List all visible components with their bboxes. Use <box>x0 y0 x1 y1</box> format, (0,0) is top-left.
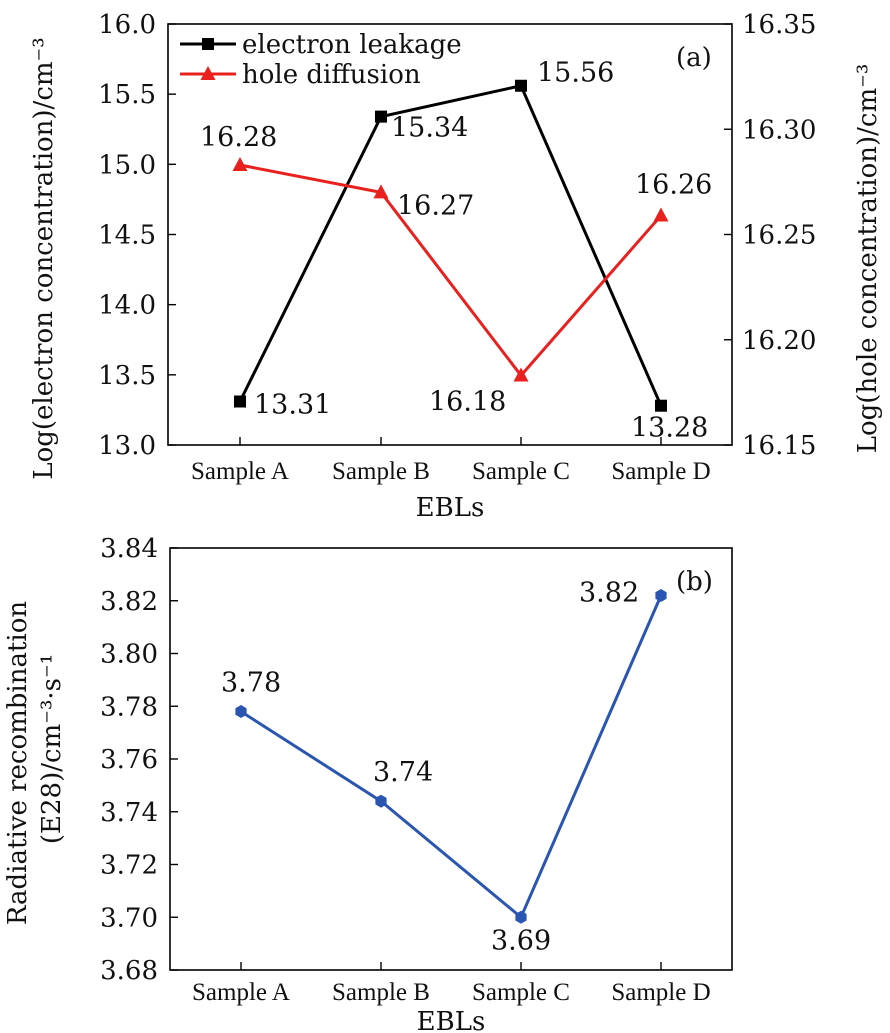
data-label-electron-leakage: 15.56 <box>537 58 614 89</box>
series-line-hole-diffusion <box>239 163 663 378</box>
y-tick-label: 3.74 <box>100 798 158 828</box>
panel-label-a: (a) <box>676 43 712 73</box>
data-label-hole-diffusion: 16.27 <box>397 190 474 221</box>
data-label-electron-leakage: 13.31 <box>254 389 331 420</box>
data-point-hole-diffusion <box>513 367 529 382</box>
y2-tick-label: 16.20 <box>742 326 816 356</box>
y-tick-label: 3.82 <box>100 587 158 617</box>
y2-tick-label: 16.35 <box>742 10 816 40</box>
panel-label-b: (b) <box>676 567 713 597</box>
data-label: 3.82 <box>579 577 639 608</box>
y-tick-label: 3.80 <box>100 640 158 670</box>
y-axis-title-line1: Radiative recombination <box>3 601 33 926</box>
y-axis-title: Log(electron concentration)/cm⁻³ <box>29 37 59 479</box>
data-label-electron-leakage: 15.34 <box>391 113 468 144</box>
plot-frame <box>169 547 733 971</box>
y-tick-label: 14.5 <box>98 221 156 251</box>
y-tick-label: 13.5 <box>98 361 156 391</box>
data-label-hole-diffusion: 16.18 <box>429 387 506 418</box>
x-tick-label: Sample C <box>472 458 570 485</box>
x-tick-label: Sample C <box>472 979 570 1006</box>
data-point <box>375 794 387 808</box>
x-tick-label: Sample A <box>191 458 289 485</box>
series-line <box>240 594 663 920</box>
legend-label-electron-leakage: electron leakage <box>242 30 462 60</box>
y-axis-title-line2: (E28)/cm⁻³·s⁻¹ <box>37 654 67 844</box>
chart-panel-a: 13.0 13.5 14.0 14.5 15.0 15.5 16.0 16.15 16.20 16… <box>29 10 883 523</box>
data-point-hole-diffusion <box>373 184 389 199</box>
data-point-hole-diffusion <box>653 207 669 222</box>
series-line-electron-leakage <box>238 84 663 407</box>
y-tick-label: 15.0 <box>98 150 156 180</box>
x-tick-label: Sample D <box>611 979 710 1006</box>
data-point-electron-leakage <box>655 399 667 412</box>
chart-panel-b: 3.68 3.70 3.72 3.74 3.76 3.78 3.80 3.82 3.84 Samp… <box>3 534 733 1033</box>
y-tick-label: 3.72 <box>100 851 158 881</box>
data-label: 3.78 <box>221 668 281 699</box>
data-point-electron-leakage <box>375 110 387 123</box>
y-tick-label: 3.68 <box>100 956 158 986</box>
data-label-hole-diffusion: 16.28 <box>200 122 277 153</box>
data-point-electron-leakage <box>234 395 246 408</box>
y2-tick-label: 16.30 <box>742 115 816 145</box>
data-point <box>655 589 667 602</box>
x-tick-label: Sample A <box>192 979 290 1006</box>
x-tick-label: Sample B <box>332 458 430 485</box>
data-label-electron-leakage: 13.28 <box>631 413 708 444</box>
y-tick-label: 3.76 <box>100 745 158 775</box>
y-tick-label: 3.84 <box>100 534 158 564</box>
data-point-hole-diffusion <box>232 157 248 172</box>
data-point <box>515 910 527 924</box>
data-point-electron-leakage <box>515 79 527 92</box>
y-tick-label: 3.78 <box>100 692 158 722</box>
y-tick-label: 16.0 <box>98 10 156 40</box>
legend-label-hole-diffusion: hole diffusion <box>242 60 421 90</box>
x-tick-label: Sample B <box>332 979 430 1006</box>
data-label: 3.69 <box>491 925 551 956</box>
x-tick-label: Sample D <box>611 458 710 485</box>
legend-marker-hole-diffusion <box>200 66 216 80</box>
data-label: 3.74 <box>373 757 433 788</box>
y-tick-label: 13.0 <box>98 431 156 461</box>
legend-marker-electron-leakage <box>202 38 214 50</box>
y2-axis-title: Log(hole concentration)/cm⁻³ <box>853 64 883 454</box>
y2-tick-label: 16.25 <box>742 221 816 251</box>
data-point <box>235 705 247 718</box>
x-axis-title: EBLs <box>416 493 485 523</box>
y-tick-label: 14.0 <box>98 291 156 321</box>
y2-tick-label: 16.15 <box>742 431 816 461</box>
y-tick-label: 15.5 <box>98 80 156 110</box>
data-label-hole-diffusion: 16.26 <box>635 170 712 201</box>
y-tick-label: 3.70 <box>100 903 158 933</box>
x-axis-title: EBLs <box>417 1007 486 1033</box>
